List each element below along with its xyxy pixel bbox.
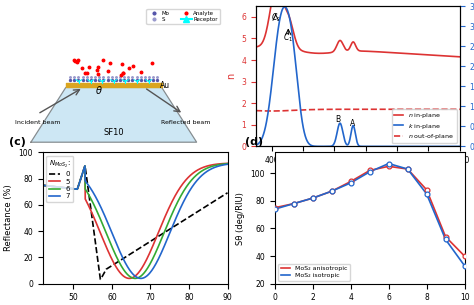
MoS₂ isotropic — [424, 192, 429, 196]
Text: Reflected beam: Reflected beam — [161, 120, 210, 125]
MoS₂ isotropic — [405, 167, 410, 171]
Line: MoS₂ anisotropic: MoS₂ anisotropic — [275, 166, 465, 256]
Y-axis label: Sθ (deg/RIU): Sθ (deg/RIU) — [236, 192, 245, 245]
Text: A: A — [350, 119, 355, 127]
Text: Incident beam: Incident beam — [15, 120, 60, 125]
Text: (d): (d) — [245, 137, 263, 147]
X-axis label: Wavelength (nm): Wavelength (nm) — [321, 171, 394, 180]
Polygon shape — [31, 88, 197, 142]
MoS₂ anisotropic — [272, 206, 278, 210]
Text: Au: Au — [160, 81, 170, 90]
Y-axis label: Reflectance (%): Reflectance (%) — [4, 185, 13, 251]
MoS₂ anisotropic — [329, 189, 335, 193]
Text: $\theta$: $\theta$ — [95, 84, 102, 96]
Legend: $n$ in-plane, $k$ in-plane, $n$ out-of-plane: $n$ in-plane, $k$ in-plane, $n$ out-of-p… — [392, 109, 456, 143]
MoS₂ isotropic — [367, 170, 373, 174]
MoS₂ isotropic — [329, 189, 335, 193]
Text: (b): (b) — [236, 0, 254, 1]
Text: (a): (a) — [5, 0, 22, 1]
Legend: 0, 5, 6, 7: 0, 5, 6, 7 — [46, 156, 73, 202]
MoS₂ isotropic — [462, 264, 467, 267]
MoS₂ isotropic — [310, 196, 316, 200]
MoS₂ anisotropic — [424, 188, 429, 192]
Text: (c): (c) — [9, 137, 26, 147]
Text: SF10: SF10 — [103, 128, 124, 137]
MoS₂ isotropic — [443, 238, 448, 241]
Text: $C_2$: $C_2$ — [271, 11, 281, 23]
MoS₂ isotropic — [386, 162, 392, 165]
Legend: Mo, S, Analyte, Receptor: Mo, S, Analyte, Receptor — [146, 9, 220, 24]
MoS₂ anisotropic — [386, 164, 392, 168]
MoS₂ anisotropic — [291, 202, 297, 205]
Legend: MoS₂ anisotropic, MoS₂ isotropic: MoS₂ anisotropic, MoS₂ isotropic — [278, 264, 350, 281]
MoS₂ isotropic — [272, 207, 278, 211]
Y-axis label: n: n — [226, 73, 236, 79]
Text: B: B — [336, 115, 341, 124]
MoS₂ anisotropic — [443, 235, 448, 239]
MoS₂ anisotropic — [348, 180, 354, 183]
MoS₂ isotropic — [348, 181, 354, 185]
MoS₂ anisotropic — [462, 254, 467, 258]
Line: MoS₂ isotropic: MoS₂ isotropic — [275, 163, 465, 266]
MoS₂ isotropic — [291, 202, 297, 205]
Text: $C_1$: $C_1$ — [283, 32, 293, 44]
MoS₂ anisotropic — [367, 169, 373, 172]
MoS₂ anisotropic — [405, 167, 410, 171]
MoS₂ anisotropic — [310, 196, 316, 200]
